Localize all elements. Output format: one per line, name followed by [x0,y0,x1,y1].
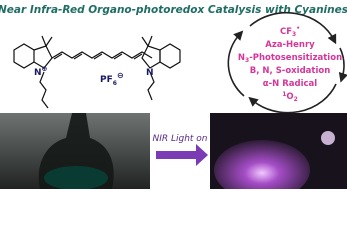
counterion: PF6⊖ [100,71,124,87]
cycle-arrow [248,83,337,114]
light-source [321,131,335,145]
reaction-text: N [238,53,245,63]
cycle-arrow [227,30,245,97]
subscript: 2 [294,96,298,103]
reaction-text: CF [280,27,292,37]
reaction: 1O2 [282,91,298,103]
nitrogen-label: N [146,68,154,78]
reaction: N3-Photosensitization [238,53,342,64]
reaction-text: -Photosensitization [249,53,342,63]
superscript: 1 [282,91,286,98]
reaction: α-N Radical [263,79,317,89]
reaction: B, N, S-oxidation [250,66,331,76]
superscript: • [296,25,300,32]
graphical-abstract: Near Infra-Red Organo-photoredox Catalys… [0,4,347,189]
solution [44,166,108,189]
glow [214,140,310,189]
nitrogen-label: N⊕ [34,65,47,78]
cycle-arrow [338,47,347,83]
arrow-label: NIR Light on [152,134,207,144]
title: Near Infra-Red Organo-photoredox Catalys… [0,4,347,16]
reaction-text: O [286,92,293,102]
reaction-text: α-N Radical [263,79,317,89]
subscript: 3 [245,57,249,64]
cycle-arrow [249,11,337,45]
reaction-text: Aza-Henry [265,40,315,50]
reaction: CF3• [280,25,300,38]
molecule [13,35,181,109]
light-arrow [156,144,208,166]
subscript: 3 [292,31,296,38]
reaction-text: B, N, S-oxidation [250,66,331,76]
reaction: Aza-Henry [265,40,315,50]
